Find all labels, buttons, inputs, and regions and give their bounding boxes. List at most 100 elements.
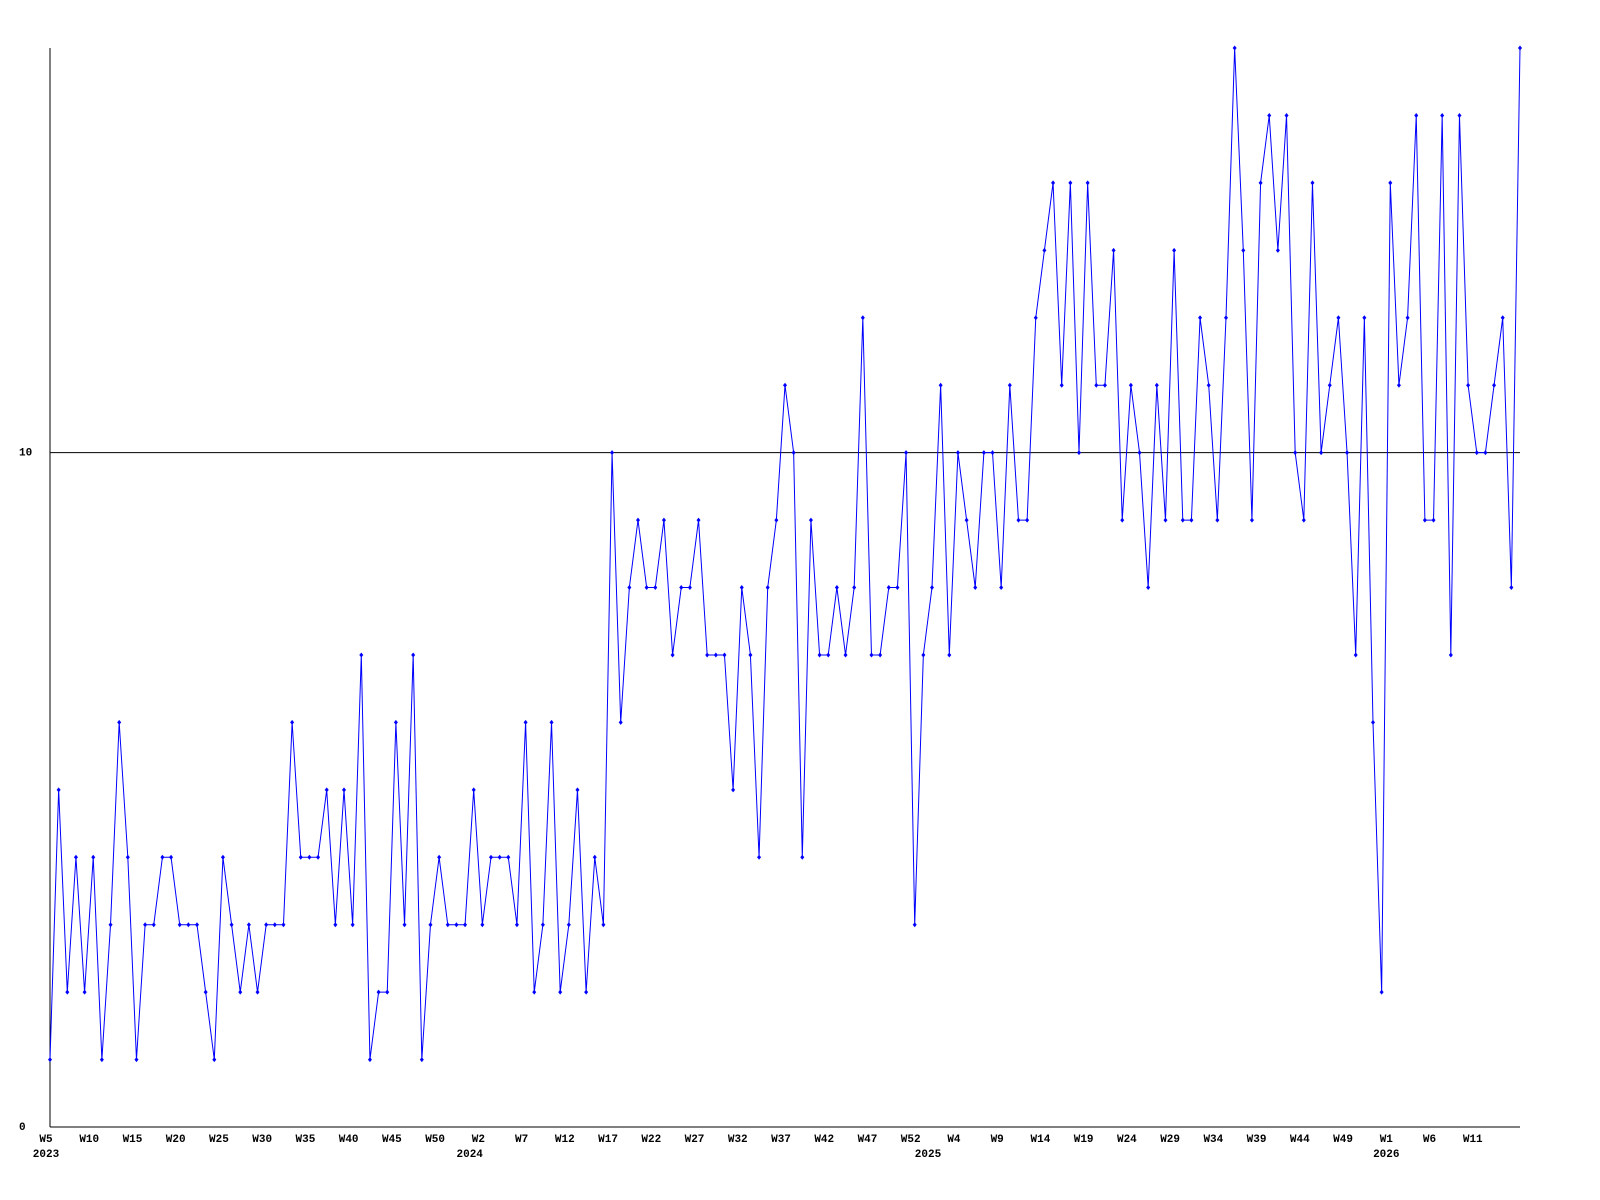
data-point [497,854,502,860]
y-tick-label: 10 [19,448,32,460]
data-point [1198,315,1203,321]
data-point [765,585,770,590]
data-point [860,315,865,321]
data-point [722,652,727,658]
x-tick-label: W6 [1423,1134,1436,1146]
data-point [1362,315,1367,321]
x-tick-label: W11 [1463,1134,1483,1146]
x-tick-label: W4 [947,1134,961,1146]
data-point [143,922,148,928]
x-tick-label: W32 [728,1134,748,1146]
data-point [203,989,208,995]
data-point [1051,180,1056,186]
data-point [1007,382,1012,388]
data-point [350,922,355,928]
data-point [489,854,493,860]
data-point [333,922,338,928]
data-point [852,585,857,590]
data-point [601,922,606,928]
data-point [1120,517,1125,523]
data-line [49,47,1521,1060]
data-point [506,854,511,860]
x-tick-label: W27 [685,1134,705,1146]
data-point [1440,112,1445,118]
data-point [65,989,70,995]
data-point [73,854,78,860]
data-point [627,585,632,590]
data-point [1353,652,1358,658]
data-point [1258,180,1263,186]
data-point [359,652,364,658]
x-year-label: 2026 [1373,1149,1399,1161]
data-point [255,989,260,995]
data-point [229,922,234,928]
x-tick-label: W45 [382,1134,402,1146]
data-point [1241,247,1246,253]
x-tick-label: W2 [472,1134,485,1146]
data-point [393,719,398,725]
data-point [1448,652,1453,658]
data-point [445,922,450,928]
data-point [1336,315,1341,321]
data-point [1474,450,1479,456]
data-point [160,854,165,860]
data-point [281,922,286,928]
data-point [91,854,96,860]
data-point [783,382,787,388]
data-point [195,922,199,928]
x-tick-label: W37 [771,1134,791,1146]
data-point [584,989,589,995]
x-tick-label: W44 [1290,1134,1310,1146]
data-point [679,585,684,590]
data-point [955,450,960,456]
data-point [212,1057,217,1063]
data-point [1154,382,1159,388]
data-point [869,652,874,658]
data-point [298,854,303,860]
data-point [575,787,580,793]
data-point [1405,315,1410,321]
data-point [610,450,615,456]
data-point [947,652,952,658]
data-point [1388,180,1393,186]
data-point [480,922,485,928]
data-point [1518,45,1522,51]
data-point [454,922,459,928]
data-point [1016,517,1021,523]
data-point [912,922,917,928]
data-point [886,585,891,590]
x-tick-label: W40 [339,1134,359,1146]
data-point [290,719,295,725]
data-point [1232,45,1237,51]
data-point [99,1057,104,1063]
data-point [428,922,433,928]
data-point [895,585,900,590]
data-point [151,922,156,928]
x-tick-label: W14 [1031,1134,1051,1146]
x-year-label: 2025 [915,1149,942,1161]
data-point [411,652,416,658]
x-tick-label: W39 [1247,1134,1267,1146]
data-point [930,585,934,590]
x-tick-label: W19 [1074,1134,1094,1146]
data-point [1371,719,1375,725]
data-point [125,854,130,860]
data-point [264,922,269,928]
data-point [566,922,571,928]
data-point [748,652,753,658]
data-point [1189,517,1194,523]
data-point [1146,585,1151,590]
data-point [402,922,407,928]
data-point [1137,450,1142,456]
data-point [376,989,381,995]
data-point [1319,450,1324,456]
data-point [108,922,113,928]
data-point [1396,382,1401,388]
data-point [514,922,519,928]
data-point [731,787,736,793]
data-point [1379,989,1384,995]
data-point [843,652,848,658]
data-point [385,989,390,995]
